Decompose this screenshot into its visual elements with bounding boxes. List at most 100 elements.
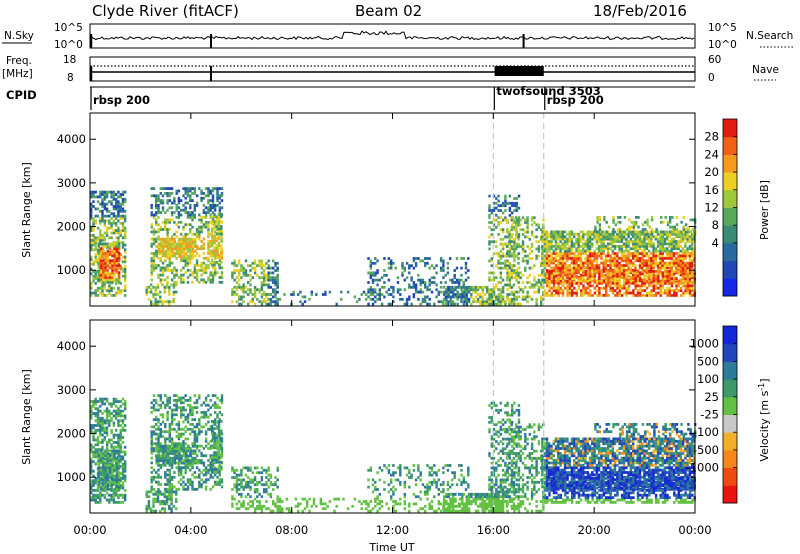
station-title: Clyde River (fitACF): [92, 2, 239, 20]
range-cell: [161, 266, 165, 270]
range-cell: [94, 450, 97, 454]
range-cell: [113, 261, 116, 265]
range-cell: [105, 433, 109, 437]
range-cell: [439, 281, 443, 284]
range-cell: [369, 273, 372, 277]
range-cell: [106, 475, 109, 479]
range-cell: [550, 261, 553, 265]
range-cell: [102, 259, 105, 263]
range-cell: [568, 277, 572, 280]
range-cell: [561, 291, 565, 295]
range-cell: [593, 252, 596, 255]
range-cell: [548, 242, 551, 246]
range-cell: [586, 259, 589, 263]
range-cell: [620, 268, 623, 272]
range-cell: [675, 282, 678, 285]
range-cell: [102, 271, 105, 275]
range-cell: [260, 285, 264, 289]
range-cell: [542, 218, 545, 222]
range-cell: [634, 256, 637, 260]
range-cell: [92, 450, 95, 454]
range-cell: [693, 256, 696, 260]
range-cell: [189, 247, 192, 251]
range-cell: [541, 240, 544, 243]
range-cell: [204, 211, 208, 214]
range-cell: [675, 242, 678, 246]
range-cell: [639, 291, 642, 295]
range-cell: [521, 273, 525, 277]
range-cell: [555, 289, 558, 292]
range-cell: [691, 235, 694, 239]
range-cell: [620, 244, 623, 248]
range-cell: [598, 294, 601, 297]
range-cell: [541, 256, 544, 260]
range-cell: [207, 247, 210, 251]
range-cell: [693, 254, 696, 258]
range-cell: [492, 290, 496, 294]
range-cell: [189, 273, 192, 277]
range-cell: [577, 254, 580, 258]
range-cell: [579, 230, 583, 234]
range-cell: [191, 247, 195, 251]
range-cell: [652, 247, 655, 251]
range-cell: [242, 300, 245, 304]
range-cell: [170, 271, 174, 275]
range-cell: [159, 225, 162, 229]
range-cell: [191, 249, 194, 253]
range-cell: [274, 261, 277, 265]
range-cell: [170, 192, 174, 195]
range-cell: [598, 279, 601, 283]
range-cell: [604, 244, 608, 248]
range-cell: [668, 235, 671, 239]
range-cell: [176, 245, 179, 248]
range-cell: [499, 221, 502, 224]
range-cell: [537, 273, 541, 277]
range-cell: [152, 408, 156, 412]
range-cell: [182, 208, 185, 212]
range-cell: [691, 264, 694, 267]
range-cell: [194, 249, 197, 253]
range-cell: [486, 297, 489, 301]
range-cell: [164, 249, 167, 253]
range-cell: [481, 302, 484, 306]
range-cell: [235, 264, 239, 268]
range-cell: [557, 291, 560, 295]
range-cell: [155, 254, 158, 258]
range-cell: [647, 242, 651, 246]
range-cell: [187, 237, 190, 241]
range-cell: [121, 224, 125, 228]
range-cell: [546, 274, 549, 278]
range-cell: [155, 432, 158, 436]
range-cell: [691, 282, 694, 285]
range-cell: [573, 254, 576, 258]
range-cell: [374, 278, 377, 282]
range-cell: [274, 283, 277, 287]
range-cell: [568, 235, 571, 239]
range-cell: [419, 278, 422, 282]
range-cell: [668, 244, 671, 248]
range-cell: [383, 281, 386, 284]
range-cell: [467, 257, 470, 260]
range-cell: [106, 278, 109, 282]
range-cell: [618, 274, 621, 278]
range-cell: [112, 221, 116, 225]
range-cell: [616, 228, 620, 231]
range-cell: [625, 254, 628, 258]
range-cell: [634, 244, 637, 248]
range-cell: [524, 235, 527, 239]
range-cell: [519, 288, 522, 292]
range-cell: [597, 230, 601, 234]
range-cell: [600, 272, 603, 276]
range-cell: [449, 257, 452, 260]
range-cell: [609, 247, 612, 251]
range-cell: [147, 290, 151, 294]
range-cell: [548, 294, 551, 297]
range-cell: [104, 480, 107, 484]
range-cell: [659, 279, 662, 283]
range-cell: [218, 276, 221, 279]
range-cell: [609, 259, 612, 263]
range-cell: [591, 274, 594, 278]
range-cell: [638, 252, 642, 255]
range-cell: [517, 271, 521, 275]
range-cell: [588, 249, 592, 253]
